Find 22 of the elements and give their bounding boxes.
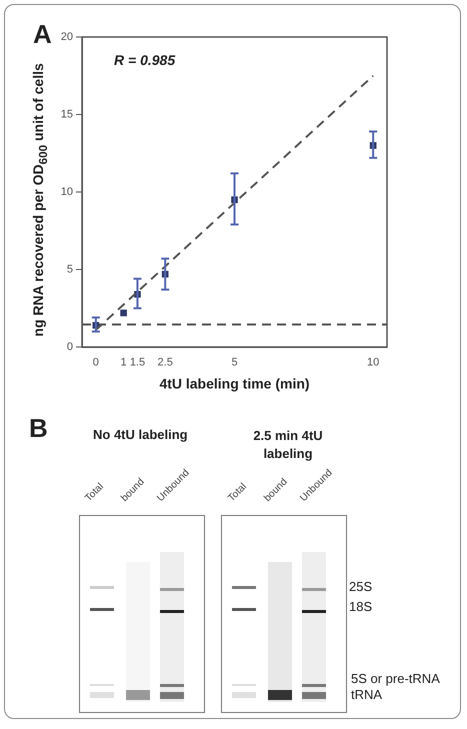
text: B: [29, 413, 48, 444]
text: tRNA: [351, 687, 382, 702]
text: No 4tU labeling: [93, 427, 188, 442]
x-tick-label: 10: [367, 356, 380, 369]
x-tick-label: 5: [231, 356, 238, 369]
text: A: [33, 19, 52, 49]
text: 5S or pre-tRNA: [351, 671, 440, 686]
x-axis-title: 4tU labeling time (min): [159, 375, 310, 392]
text: 2.5 min 4tU labeling: [252, 427, 324, 463]
y-tick-label: 10: [60, 186, 73, 198]
annotation: R = 0.985: [114, 52, 176, 68]
x-tick-label: 1: [120, 356, 127, 369]
x-tick-label: 1.5: [130, 356, 146, 369]
point: [120, 310, 127, 316]
y-tick-label: 5: [66, 264, 73, 276]
x-tick-label: 2.5: [158, 356, 173, 369]
y-tick-label: 0: [66, 341, 73, 354]
y-tick-label: 15: [60, 108, 73, 121]
text: 25S: [349, 579, 372, 594]
text: 18S: [349, 599, 372, 614]
x-tick-label: 0: [92, 356, 99, 369]
y-tick-label: 20: [60, 31, 73, 44]
